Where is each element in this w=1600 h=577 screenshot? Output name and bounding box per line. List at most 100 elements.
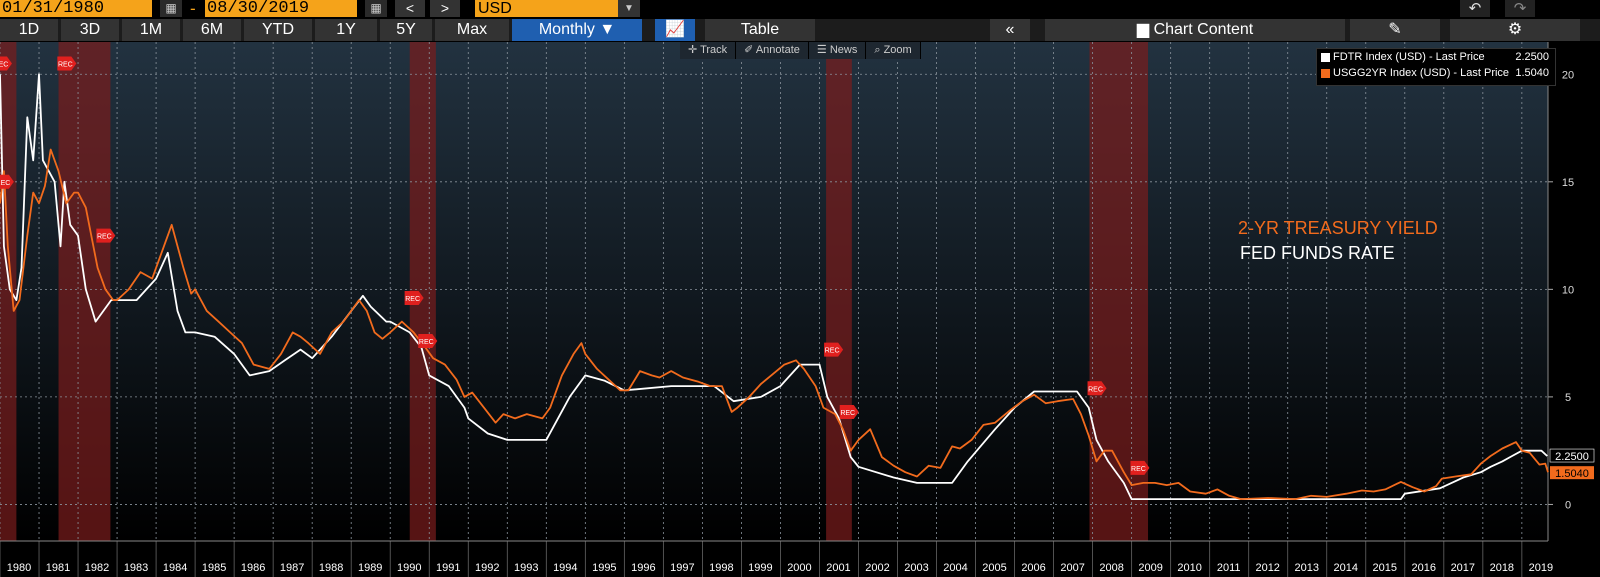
track-tool[interactable]: ✛ Track xyxy=(680,42,737,59)
y-tick-label: 20 xyxy=(1562,69,1574,81)
legend-item-usgg2yr[interactable]: USGG2YR Index (USD) - Last Price 1.5040 xyxy=(1317,65,1555,81)
gear-icon[interactable]: ⚙ xyxy=(1450,19,1580,41)
chevron-down-icon[interactable]: ▼ xyxy=(618,0,640,17)
x-tick-label: 2000 xyxy=(787,562,811,574)
recession-marker-label: REC xyxy=(0,180,10,187)
recession-marker-tag xyxy=(1087,381,1107,396)
news-icon: ☰ xyxy=(816,44,827,56)
range-max-button[interactable]: Max xyxy=(435,19,509,41)
x-tick-label: 1989 xyxy=(358,562,382,574)
crosshair-icon: ✛ xyxy=(688,44,698,56)
recession-marker-tag xyxy=(824,342,844,357)
x-tick-label: 2010 xyxy=(1177,562,1201,574)
legend-label: FDTR Index (USD) - Last Price xyxy=(1333,51,1485,63)
undo-icon[interactable]: ↶ xyxy=(1460,0,1490,17)
legend-swatch xyxy=(1321,53,1330,62)
x-tick-label: 2011 xyxy=(1217,562,1241,574)
recession-marker-tag xyxy=(0,56,12,71)
x-tick-label: 1980 xyxy=(7,562,31,574)
collapse-icon[interactable]: « xyxy=(990,19,1030,41)
x-tick-label: 2004 xyxy=(943,562,967,574)
date-range-bar: 01/31/1980 ▦ - 08/30/2019 ▦ < > USD ▼ ↶ … xyxy=(0,0,1600,18)
recession-marker-tag xyxy=(0,174,14,189)
x-tick-label: 2002 xyxy=(865,562,889,574)
zoom-tool[interactable]: ⌕ Zoom xyxy=(866,42,921,59)
range-6m-button[interactable]: 6M xyxy=(183,19,241,41)
x-tick-label: 1984 xyxy=(163,562,187,574)
x-tick-label: 1988 xyxy=(319,562,343,574)
recession-marker-label: REC xyxy=(58,62,73,69)
recession-band xyxy=(0,42,17,541)
recession-marker-label: REC xyxy=(405,296,420,303)
fed-end-label-box xyxy=(1549,448,1595,463)
x-tick-label: 1998 xyxy=(709,562,733,574)
x-tick-label: 2006 xyxy=(1021,562,1045,574)
range-1d-button[interactable]: 1D xyxy=(0,19,58,41)
bar-chart-icon: ▆ xyxy=(1136,21,1150,38)
recession-marker-tag xyxy=(57,56,77,71)
treasury-end-label: 1.5040 xyxy=(1555,468,1589,480)
recession-marker-label: REC xyxy=(97,234,112,241)
recession-marker-label: REC xyxy=(1131,466,1146,473)
x-tick-label: 2007 xyxy=(1060,562,1084,574)
chart-content-label: Chart Content xyxy=(1153,21,1254,38)
annotate-tool[interactable]: ✐ Annotate xyxy=(736,42,809,59)
x-tick-label: 2005 xyxy=(982,562,1006,574)
range-5y-button[interactable]: 5Y xyxy=(380,19,432,41)
plot-background xyxy=(0,42,1548,541)
redo-icon[interactable]: ↷ xyxy=(1505,0,1535,17)
legend-label: USGG2YR Index (USD) - Last Price xyxy=(1333,67,1510,79)
edit-icon[interactable]: ✎ xyxy=(1350,19,1440,41)
range-ytd-button[interactable]: YTD xyxy=(244,19,312,41)
fed-funds-line xyxy=(0,73,1548,500)
chart-tools: ✛ Track ✐ Annotate ☰ News ⌕ Zoom xyxy=(680,42,921,59)
legend-item-fdtr[interactable]: FDTR Index (USD) - Last Price 2.2500 xyxy=(1317,49,1555,65)
x-tick-label: 1994 xyxy=(553,562,577,574)
recession-marker-label: REC xyxy=(419,339,434,346)
range-1m-button[interactable]: 1M xyxy=(122,19,180,41)
prev-button[interactable]: < xyxy=(395,0,425,17)
x-tick-label: 2003 xyxy=(904,562,928,574)
recession-marker-label: REC xyxy=(0,62,8,69)
table-button[interactable]: Table xyxy=(705,19,815,41)
x-tick-label: 1985 xyxy=(202,562,226,574)
legend-value: 2.2500 xyxy=(1515,51,1549,63)
x-tick-label: 1986 xyxy=(241,562,265,574)
line-chart-icon[interactable]: 📈 xyxy=(655,19,695,41)
x-tick-label: 1997 xyxy=(670,562,694,574)
recession-marker-tag xyxy=(404,290,424,305)
chart-content-button[interactable]: ▆ Chart Content xyxy=(1045,19,1345,41)
recession-marker-tag xyxy=(96,228,116,243)
next-button[interactable]: > xyxy=(430,0,460,17)
x-tick-label: 2017 xyxy=(1451,562,1475,574)
x-tick-label: 1983 xyxy=(124,562,148,574)
x-tick-label: 2015 xyxy=(1373,562,1397,574)
x-tick-label: 2009 xyxy=(1138,562,1162,574)
period-select[interactable]: Monthly ▼ xyxy=(512,19,642,41)
magnifier-icon: ⌕ xyxy=(874,44,881,56)
fed-end-label: 2.2500 xyxy=(1555,451,1589,463)
recession-marker-label: REC xyxy=(1088,386,1103,393)
x-tick-label: 1990 xyxy=(397,562,421,574)
y-tick-label: 0 xyxy=(1565,499,1571,511)
recession-marker-label: REC xyxy=(840,410,855,417)
calendar-icon[interactable]: ▦ xyxy=(365,0,387,17)
chart-legend: FDTR Index (USD) - Last Price 2.2500 USG… xyxy=(1316,48,1556,86)
fed-funds-annotation: FED FUNDS RATE xyxy=(1240,243,1395,263)
currency-select[interactable]: USD xyxy=(475,0,618,17)
start-date-input[interactable]: 01/31/1980 xyxy=(0,0,152,17)
calendar-icon[interactable]: ▦ xyxy=(160,0,182,17)
x-tick-label: 2013 xyxy=(1294,562,1318,574)
x-tick-label: 1982 xyxy=(85,562,109,574)
range-1y-button[interactable]: 1Y xyxy=(315,19,377,41)
x-tick-label: 2014 xyxy=(1334,562,1358,574)
news-tool[interactable]: ☰ News xyxy=(809,42,867,59)
x-tick-label: 2008 xyxy=(1099,562,1123,574)
range-3d-button[interactable]: 3D xyxy=(61,19,119,41)
x-tick-label: 1981 xyxy=(46,562,70,574)
x-tick-label: 1992 xyxy=(475,562,499,574)
legend-value: 1.5040 xyxy=(1515,67,1549,79)
pencil-icon: ✐ xyxy=(744,44,754,56)
end-date-input[interactable]: 08/30/2019 xyxy=(205,0,357,17)
